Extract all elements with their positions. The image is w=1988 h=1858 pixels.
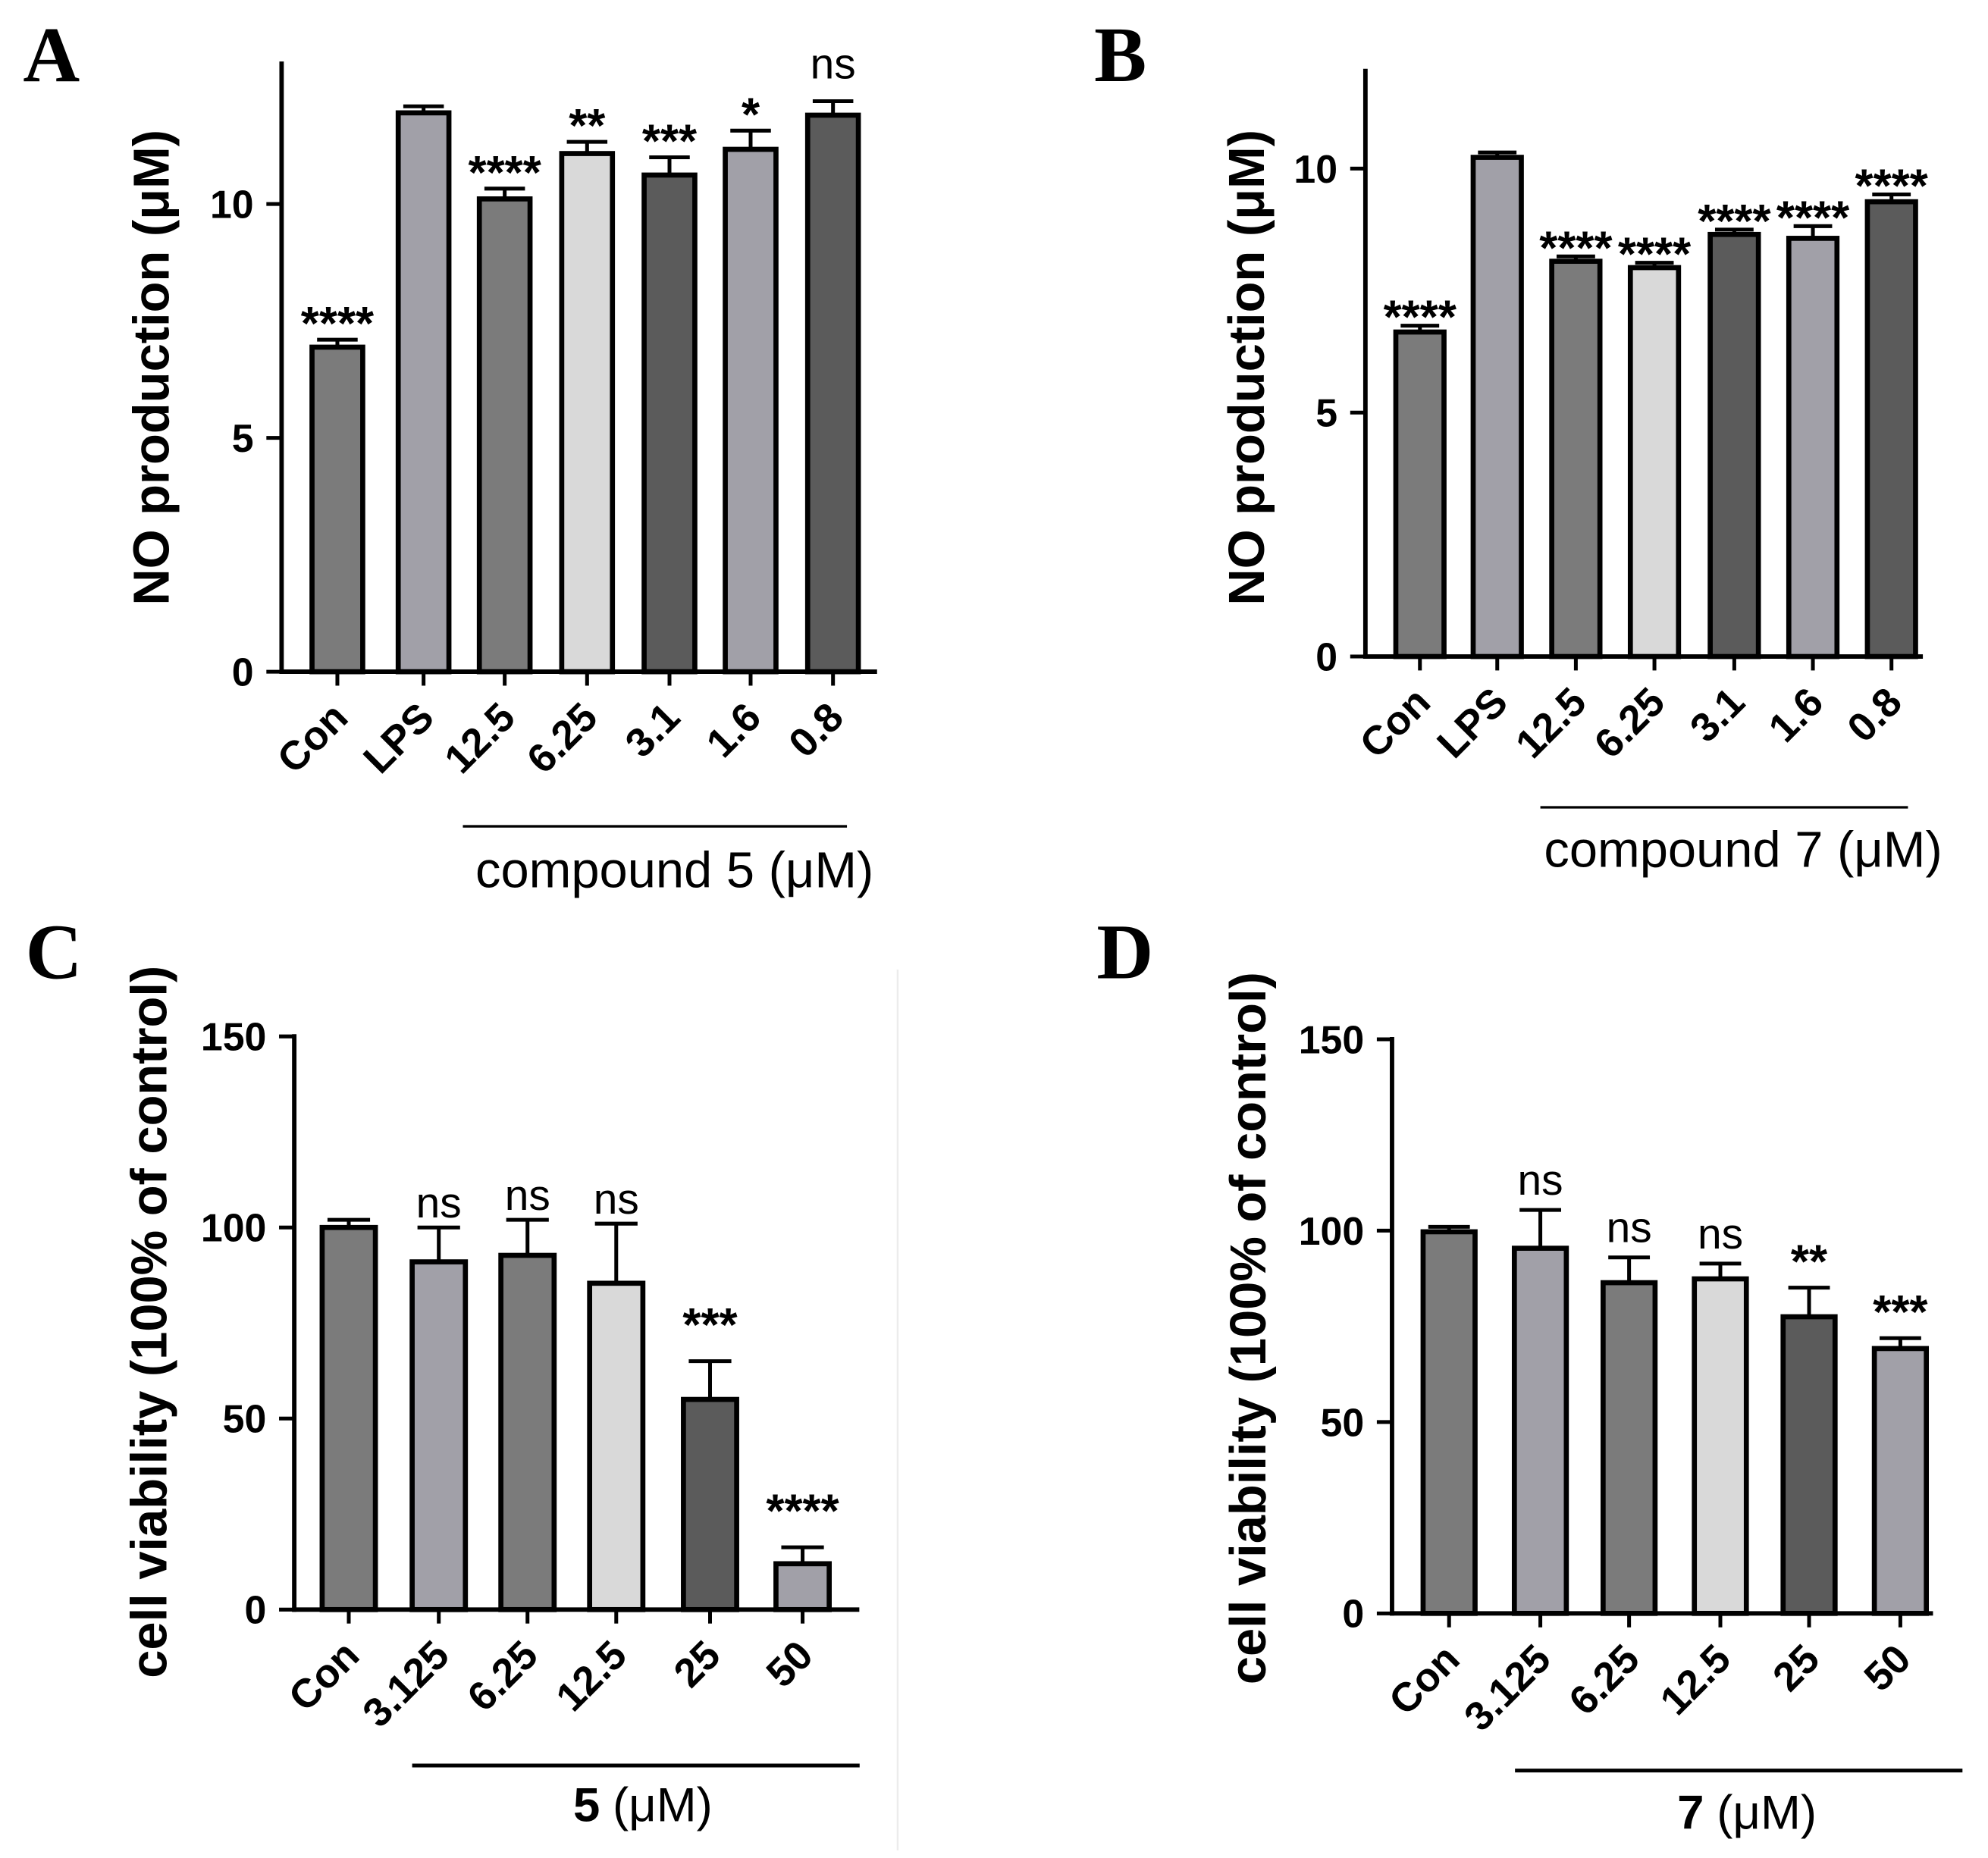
- y-tick-label: 100: [201, 1206, 266, 1250]
- significance-label: ****: [1698, 196, 1771, 248]
- bar-1-6: [1786, 236, 1840, 660]
- panel-letter: A: [23, 12, 80, 99]
- significance-label: **: [1791, 1236, 1828, 1288]
- y-tick-label: 5: [1315, 391, 1337, 435]
- significance-label: ***: [642, 115, 698, 168]
- bar-6-25: [559, 151, 616, 675]
- y-tick-label: 0: [245, 1588, 267, 1632]
- significance-label: ns: [1518, 1157, 1563, 1205]
- significance-label: ns: [505, 1172, 550, 1220]
- y-tick-label: 0: [232, 650, 254, 694]
- significance-label: ****: [301, 298, 375, 350]
- y-tick-label: 50: [1321, 1400, 1365, 1444]
- panel-a: A NO production (μM) Con****LPS12.5****6…: [23, 12, 877, 898]
- bar-con: [1393, 329, 1447, 660]
- bar-con: [309, 344, 365, 675]
- y-tick-label: 150: [201, 1015, 266, 1059]
- significance-label: ****: [1539, 222, 1613, 274]
- significance-label: ns: [416, 1180, 462, 1227]
- compound-number: 7: [1677, 1786, 1704, 1840]
- bar-3-1: [1707, 231, 1761, 660]
- bar-25: [681, 1396, 739, 1612]
- y-tick-label: 50: [223, 1397, 267, 1441]
- bar-25: [1780, 1314, 1838, 1616]
- y-tick-label: 100: [1299, 1209, 1364, 1253]
- y-tick-label: 0: [1342, 1592, 1364, 1636]
- significance-label: ****: [1618, 229, 1692, 281]
- y-axis-title: cell viability (100% of control): [1220, 972, 1277, 1684]
- bar-3-1: [641, 172, 698, 675]
- panel-letter: C: [26, 910, 83, 996]
- bar-3-125: [1511, 1245, 1569, 1616]
- x-axis-title: compound 7 (μM): [1544, 822, 1942, 879]
- y-axis-title: NO production (μM): [124, 130, 180, 606]
- bar-lps: [1470, 155, 1524, 660]
- y-tick-label: 0: [1315, 634, 1337, 678]
- bar-0-8: [1864, 199, 1918, 660]
- bar-12-5: [1692, 1276, 1749, 1616]
- significance-label: ns: [1607, 1205, 1652, 1252]
- unit-label: (μM): [613, 1778, 713, 1832]
- y-tick-label: 5: [232, 416, 254, 460]
- bar-12-5: [476, 196, 533, 675]
- y-tick-label: 150: [1299, 1017, 1364, 1061]
- significance-label: ****: [1776, 192, 1850, 244]
- bar-6-25: [498, 1252, 557, 1612]
- plot-area: Con****LPS12.5****6.25**3.1***1.6*0.8ns0…: [210, 40, 877, 782]
- unit-label: (μM): [1717, 1786, 1817, 1840]
- bar-lps: [395, 110, 452, 675]
- significance-label: ****: [1384, 292, 1457, 344]
- y-tick-label: 10: [210, 183, 254, 227]
- significance-label: ns: [594, 1176, 639, 1224]
- significance-label: **: [569, 100, 606, 152]
- significance-label: ns: [811, 40, 856, 88]
- significance-label: *: [742, 89, 760, 141]
- x-axis-title: 7 (μM): [1677, 1786, 1817, 1840]
- bar-12-5: [1549, 258, 1603, 660]
- bar-1-6: [723, 146, 779, 675]
- significance-label: ns: [1698, 1211, 1743, 1258]
- significance-label: ****: [766, 1485, 839, 1537]
- bar-con: [1420, 1229, 1478, 1616]
- bar-12-5: [587, 1280, 646, 1612]
- significance-label: ****: [468, 147, 541, 199]
- bar-6-25: [1627, 265, 1682, 660]
- bar-3-125: [409, 1259, 469, 1612]
- y-axis-title: NO production (μM): [1218, 130, 1275, 606]
- compound-number: 5: [573, 1778, 600, 1832]
- y-tick-label: 10: [1293, 147, 1337, 191]
- panel-letter: B: [1094, 12, 1146, 99]
- panel-letter: D: [1096, 910, 1153, 996]
- significance-label: ***: [1873, 1286, 1928, 1339]
- x-axis-title: 5 (μM): [573, 1778, 713, 1832]
- y-axis-title: cell viability (100% of control): [121, 966, 177, 1678]
- significance-label: ***: [682, 1299, 738, 1352]
- bar-con: [319, 1224, 378, 1612]
- x-axis-title: compound 5 (μM): [475, 841, 873, 898]
- bar-50: [773, 1561, 832, 1612]
- bar-0-8: [804, 112, 861, 675]
- bar-50: [1871, 1346, 1930, 1616]
- significance-label: ****: [1855, 161, 1929, 213]
- bar-6-25: [1601, 1280, 1658, 1616]
